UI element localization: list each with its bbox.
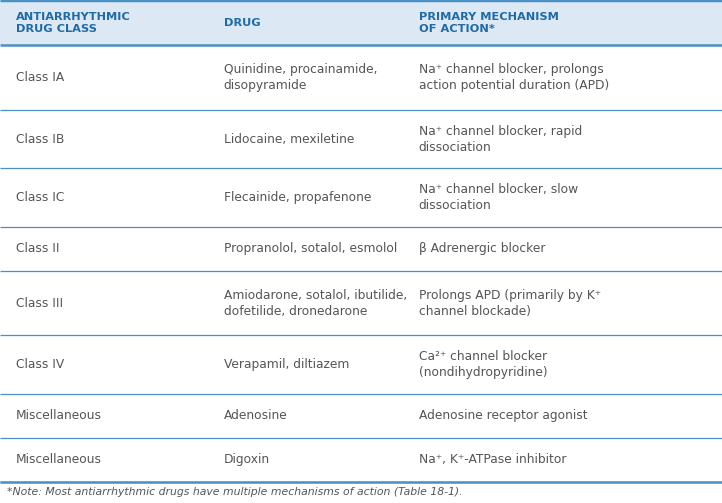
Text: Prolongs APD (primarily by K⁺
channel blockade): Prolongs APD (primarily by K⁺ channel bl…	[419, 289, 601, 317]
Text: Na⁺ channel blocker, rapid
dissociation: Na⁺ channel blocker, rapid dissociation	[419, 125, 582, 153]
Text: Adenosine receptor agonist: Adenosine receptor agonist	[419, 409, 588, 423]
Text: ANTIARRHYTHMIC
DRUG CLASS: ANTIARRHYTHMIC DRUG CLASS	[16, 12, 131, 34]
Text: Lidocaine, mexiletine: Lidocaine, mexiletine	[224, 132, 355, 145]
Text: Verapamil, diltiazem: Verapamil, diltiazem	[224, 358, 349, 371]
Text: *Note: Most antiarrhythmic drugs have multiple mechanisms of action (Table 18-1): *Note: Most antiarrhythmic drugs have mu…	[7, 487, 463, 497]
Text: Class IC: Class IC	[16, 191, 64, 204]
Text: Quinidine, procainamide,
disopyramide: Quinidine, procainamide, disopyramide	[224, 63, 378, 92]
Text: Class IB: Class IB	[16, 132, 64, 145]
Text: Flecainide, propafenone: Flecainide, propafenone	[224, 191, 371, 204]
Text: Class II: Class II	[16, 242, 59, 256]
Text: Class IA: Class IA	[16, 71, 64, 84]
Text: Miscellaneous: Miscellaneous	[16, 453, 102, 466]
Text: DRUG: DRUG	[224, 18, 261, 28]
Text: Propranolol, sotalol, esmolol: Propranolol, sotalol, esmolol	[224, 242, 397, 256]
Text: β Adrenergic blocker: β Adrenergic blocker	[419, 242, 545, 256]
Text: Ca²⁺ channel blocker
(nondihydropyridine): Ca²⁺ channel blocker (nondihydropyridine…	[419, 350, 547, 379]
Text: Na⁺ channel blocker, prolongs
action potential duration (APD): Na⁺ channel blocker, prolongs action pot…	[419, 63, 609, 92]
Text: Digoxin: Digoxin	[224, 453, 270, 466]
Text: Na⁺ channel blocker, slow
dissociation: Na⁺ channel blocker, slow dissociation	[419, 183, 578, 212]
Text: Class IV: Class IV	[16, 358, 64, 371]
Text: Miscellaneous: Miscellaneous	[16, 409, 102, 423]
Text: Amiodarone, sotalol, ibutilide,
dofetilide, dronedarone: Amiodarone, sotalol, ibutilide, dofetili…	[224, 289, 407, 317]
Text: Class III: Class III	[16, 297, 63, 310]
Text: PRIMARY MECHANISM
OF ACTION*: PRIMARY MECHANISM OF ACTION*	[419, 12, 559, 34]
Bar	[0, 0, 722, 45]
Text: Adenosine: Adenosine	[224, 409, 287, 423]
Text: Na⁺, K⁺-ATPase inhibitor: Na⁺, K⁺-ATPase inhibitor	[419, 453, 566, 466]
